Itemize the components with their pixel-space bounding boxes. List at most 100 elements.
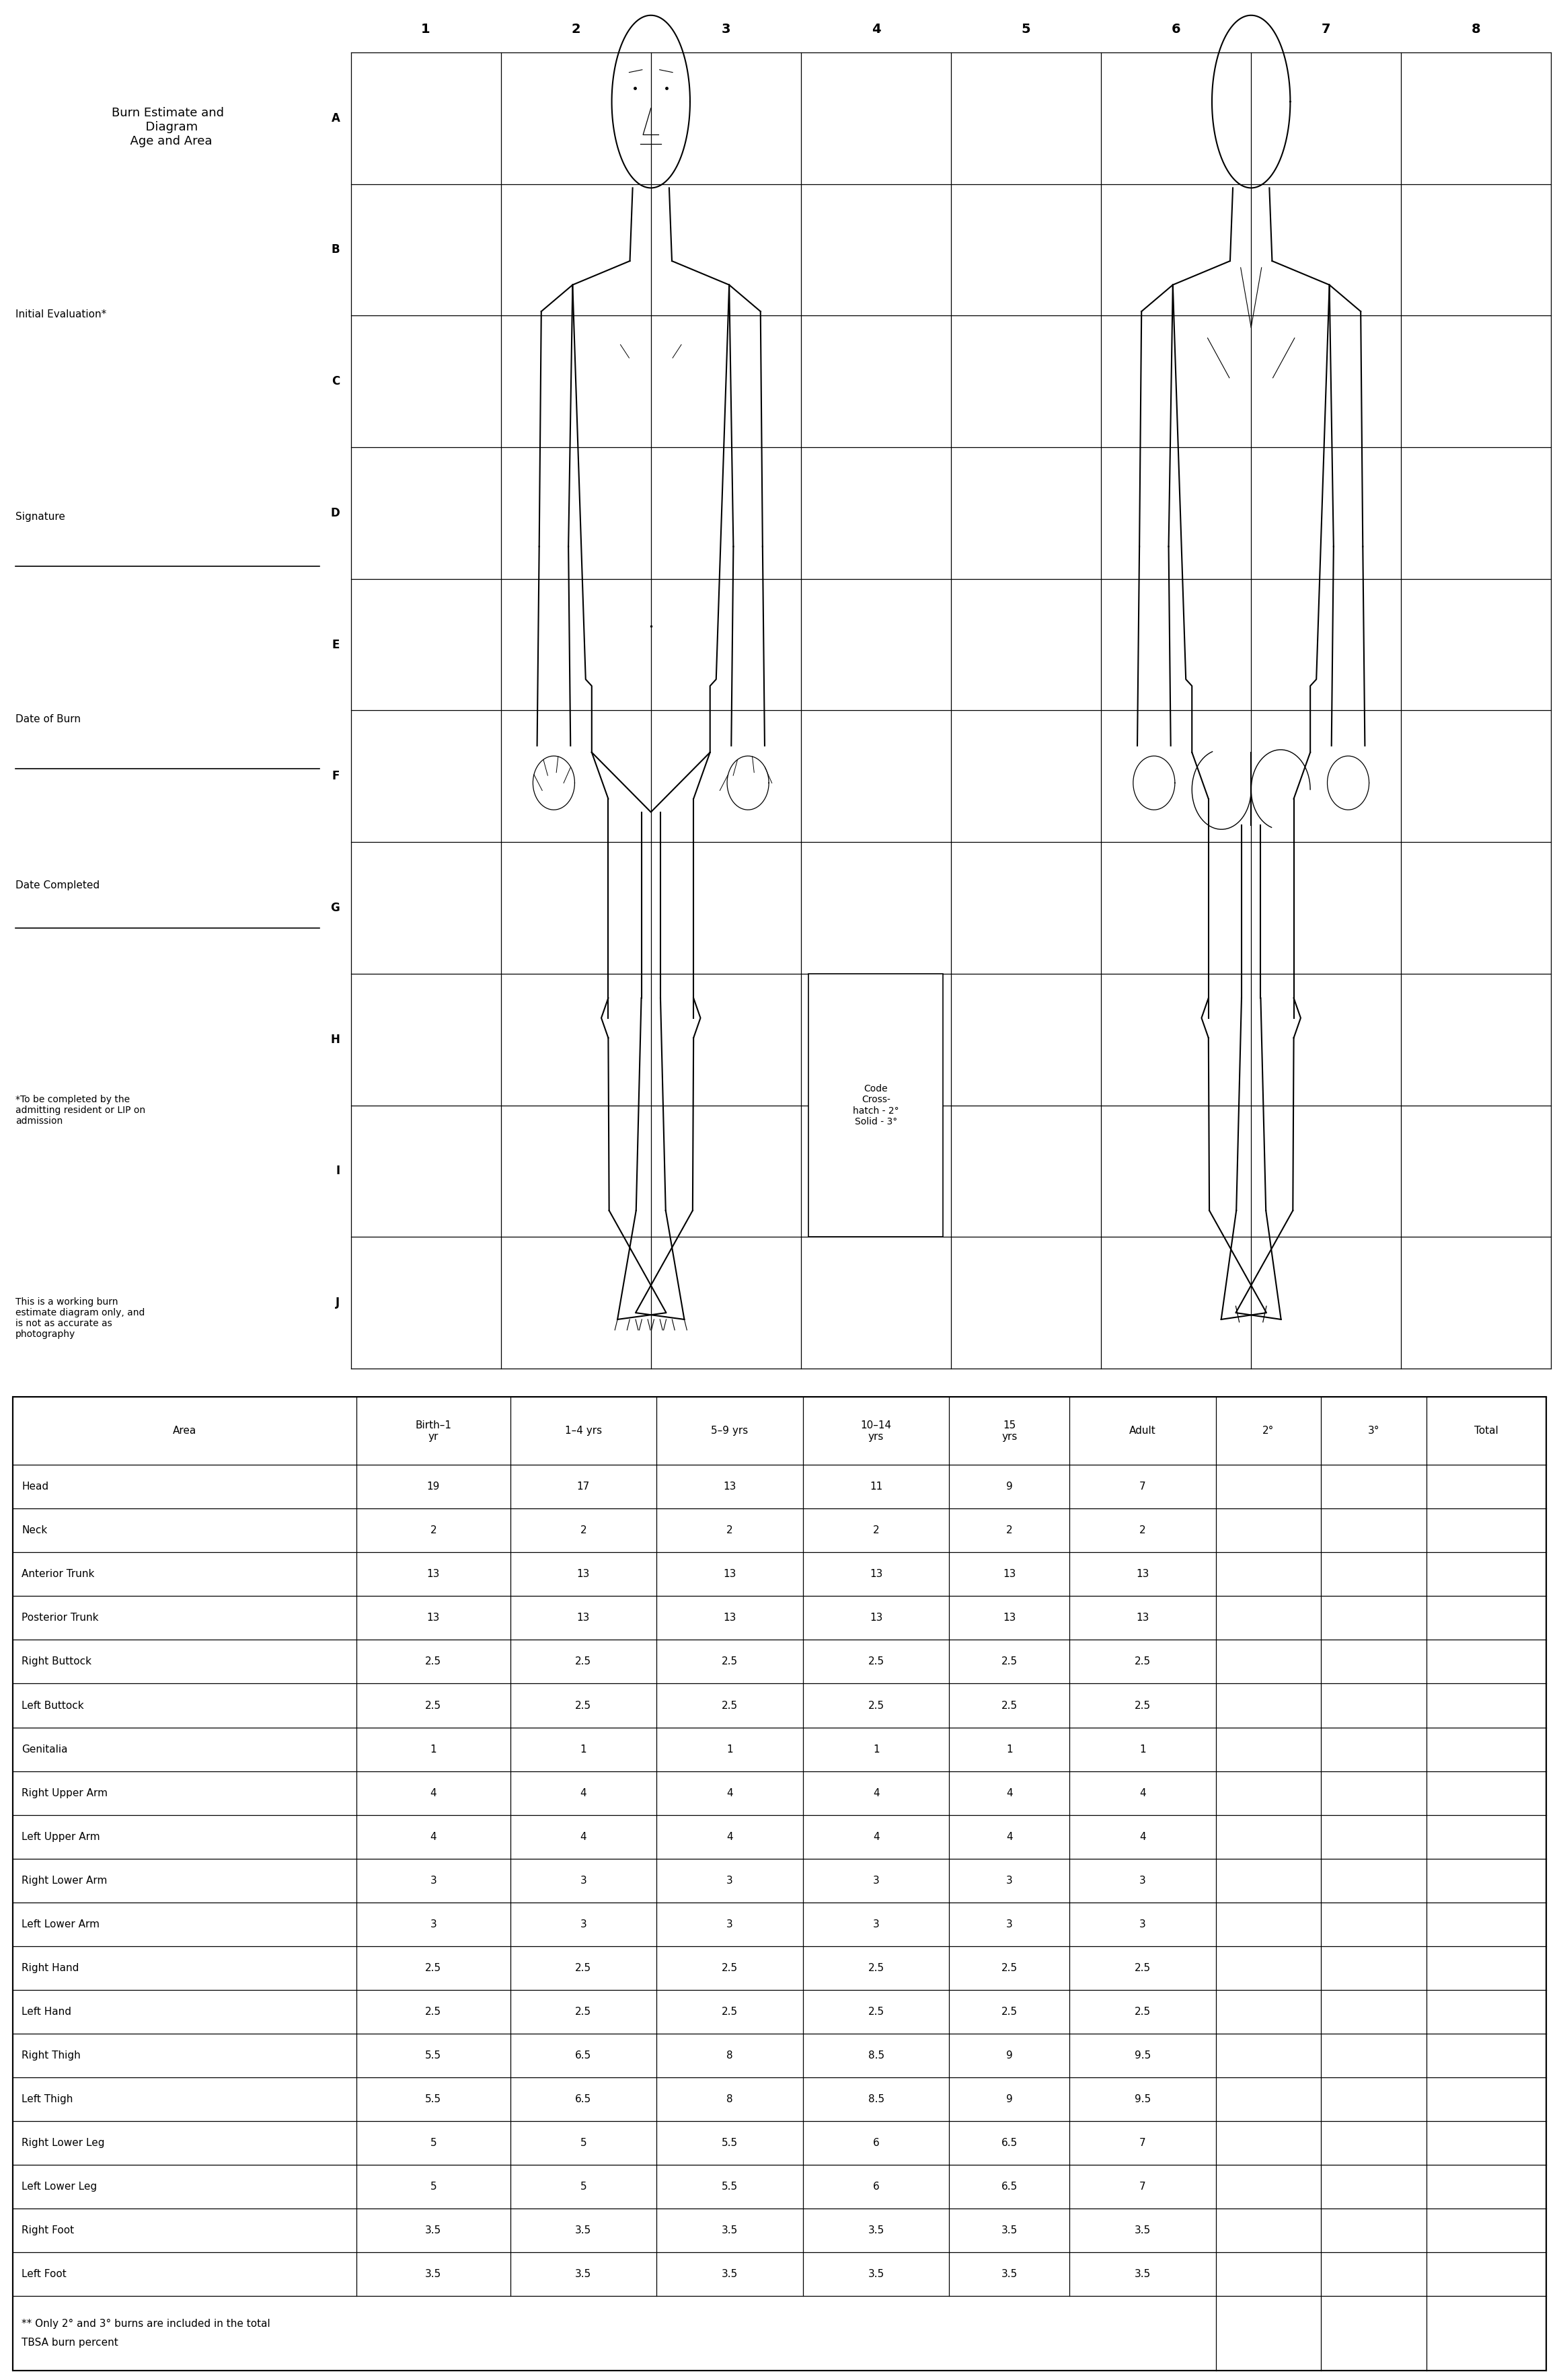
Text: 13: 13 xyxy=(723,1568,736,1580)
Text: 6: 6 xyxy=(873,2182,879,2192)
Text: 4: 4 xyxy=(873,1833,879,1842)
Text: 3.5: 3.5 xyxy=(868,2268,884,2280)
Text: Left Thigh: Left Thigh xyxy=(22,2094,73,2104)
Text: Burn Estimate and
  Diagram
  Age and Area: Burn Estimate and Diagram Age and Area xyxy=(111,107,224,148)
Text: Signature: Signature xyxy=(16,512,65,521)
Text: 8: 8 xyxy=(726,2094,733,2104)
Text: Left Buttock: Left Buttock xyxy=(22,1699,84,1711)
Text: D: D xyxy=(331,507,340,519)
Text: 6: 6 xyxy=(1171,24,1180,36)
Text: 1: 1 xyxy=(421,24,430,36)
Text: Left Upper Arm: Left Upper Arm xyxy=(22,1833,100,1842)
Text: 5: 5 xyxy=(580,2182,586,2192)
Text: 3: 3 xyxy=(726,1875,733,1885)
Text: 2.5: 2.5 xyxy=(575,1656,591,1666)
Text: 1: 1 xyxy=(580,1745,586,1754)
Text: 2.5: 2.5 xyxy=(1001,2006,1018,2016)
Text: 3: 3 xyxy=(873,1918,879,1930)
Text: 2.5: 2.5 xyxy=(575,2006,591,2016)
Text: 19: 19 xyxy=(427,1483,440,1492)
Text: 4: 4 xyxy=(726,1787,733,1797)
Text: 2.5: 2.5 xyxy=(575,1963,591,1973)
Text: 13: 13 xyxy=(577,1568,589,1580)
Text: 3: 3 xyxy=(722,24,731,36)
Text: Genitalia: Genitalia xyxy=(22,1745,69,1754)
Text: 8.5: 8.5 xyxy=(868,2052,884,2061)
Text: 2.5: 2.5 xyxy=(426,1699,441,1711)
Text: 1: 1 xyxy=(873,1745,879,1754)
Text: 5.5: 5.5 xyxy=(426,2052,441,2061)
Text: 4: 4 xyxy=(580,1833,586,1842)
Text: 8.5: 8.5 xyxy=(868,2094,884,2104)
Text: 10–14
yrs: 10–14 yrs xyxy=(861,1421,892,1442)
Text: Anterior Trunk: Anterior Trunk xyxy=(22,1568,95,1580)
Text: 1–4 yrs: 1–4 yrs xyxy=(564,1426,602,1435)
Text: 11: 11 xyxy=(870,1483,882,1492)
Text: 9: 9 xyxy=(1006,1483,1013,1492)
Text: 3: 3 xyxy=(580,1875,586,1885)
Text: 6: 6 xyxy=(873,2137,879,2149)
Text: 2.5: 2.5 xyxy=(722,1699,737,1711)
Text: 2.5: 2.5 xyxy=(868,1699,884,1711)
Text: 8: 8 xyxy=(726,2052,733,2061)
Text: Right Thigh: Right Thigh xyxy=(22,2052,81,2061)
Text: 3.5: 3.5 xyxy=(575,2268,591,2280)
Text: This is a working burn
estimate diagram only, and
is not as accurate as
photogra: This is a working burn estimate diagram … xyxy=(16,1297,145,1340)
Text: 2.5: 2.5 xyxy=(426,1963,441,1973)
Text: 4: 4 xyxy=(1140,1787,1146,1797)
Text: B: B xyxy=(332,243,340,255)
Text: 13: 13 xyxy=(870,1614,882,1623)
Bar xyxy=(809,973,943,1238)
Text: 3.5: 3.5 xyxy=(1001,2225,1018,2235)
Text: 3: 3 xyxy=(1006,1918,1013,1930)
Text: 1: 1 xyxy=(1140,1745,1146,1754)
Text: 2.5: 2.5 xyxy=(868,1963,884,1973)
Text: 2: 2 xyxy=(430,1526,437,1535)
Text: 3°: 3° xyxy=(1367,1426,1380,1435)
Text: Adult: Adult xyxy=(1129,1426,1155,1435)
Text: 4: 4 xyxy=(1140,1833,1146,1842)
Text: 3: 3 xyxy=(873,1875,879,1885)
Text: 9.5: 9.5 xyxy=(1135,2094,1151,2104)
Text: 2: 2 xyxy=(1006,1526,1012,1535)
Text: 3.5: 3.5 xyxy=(1135,2225,1151,2235)
Text: 6.5: 6.5 xyxy=(1001,2137,1018,2149)
Text: 2.5: 2.5 xyxy=(1135,2006,1151,2016)
Bar xyxy=(12,1397,1547,2370)
Text: 4: 4 xyxy=(726,1833,733,1842)
Text: Right Lower Arm: Right Lower Arm xyxy=(22,1875,108,1885)
Text: 6.5: 6.5 xyxy=(1001,2182,1018,2192)
Text: 9.5: 9.5 xyxy=(1135,2052,1151,2061)
Text: 5: 5 xyxy=(430,2182,437,2192)
Text: ** Only 2° and 3° burns are included in the total: ** Only 2° and 3° burns are included in … xyxy=(22,2318,271,2328)
Text: 2.5: 2.5 xyxy=(1001,1656,1018,1666)
Text: Left Lower Arm: Left Lower Arm xyxy=(22,1918,100,1930)
Text: 2.5: 2.5 xyxy=(868,2006,884,2016)
Text: 3.5: 3.5 xyxy=(868,2225,884,2235)
Text: 13: 13 xyxy=(723,1614,736,1623)
Text: Right Hand: Right Hand xyxy=(22,1963,80,1973)
Text: 3: 3 xyxy=(430,1875,437,1885)
Text: Area: Area xyxy=(173,1426,196,1435)
Text: 5: 5 xyxy=(580,2137,586,2149)
Text: 17: 17 xyxy=(577,1483,589,1492)
Text: F: F xyxy=(332,771,340,783)
Text: 3.5: 3.5 xyxy=(1135,2268,1151,2280)
Text: E: E xyxy=(332,638,340,650)
Text: Right Buttock: Right Buttock xyxy=(22,1656,92,1666)
Text: 6.5: 6.5 xyxy=(575,2052,591,2061)
Text: 3.5: 3.5 xyxy=(722,2268,737,2280)
Text: 13: 13 xyxy=(427,1614,440,1623)
Text: 3: 3 xyxy=(580,1918,586,1930)
Text: Posterior Trunk: Posterior Trunk xyxy=(22,1614,98,1623)
Text: 4: 4 xyxy=(430,1833,437,1842)
Text: 13: 13 xyxy=(427,1568,440,1580)
Text: Neck: Neck xyxy=(22,1526,48,1535)
Text: H: H xyxy=(331,1033,340,1045)
Text: 5–9 yrs: 5–9 yrs xyxy=(711,1426,748,1435)
Text: Initial Evaluation*: Initial Evaluation* xyxy=(16,309,106,319)
Text: Code
Cross-
hatch - 2°
Solid - 3°: Code Cross- hatch - 2° Solid - 3° xyxy=(853,1085,900,1126)
Text: Right Upper Arm: Right Upper Arm xyxy=(22,1787,108,1797)
Text: 3: 3 xyxy=(1006,1875,1013,1885)
Text: 2.5: 2.5 xyxy=(1135,1963,1151,1973)
